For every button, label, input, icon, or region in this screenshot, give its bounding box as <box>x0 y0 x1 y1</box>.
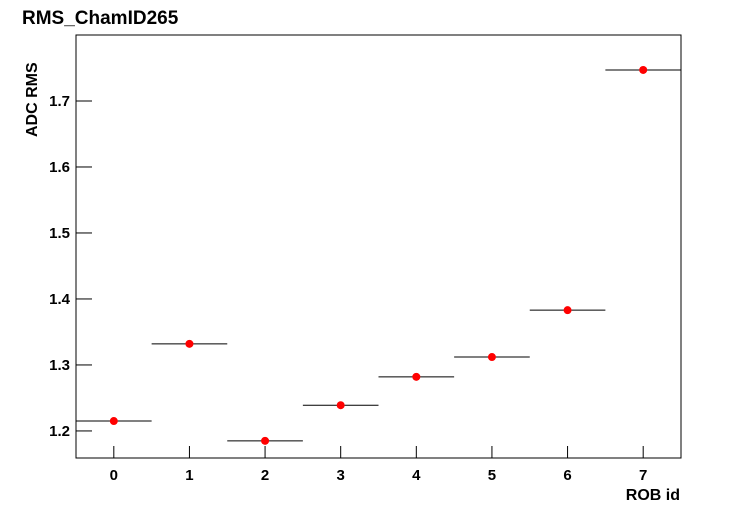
y-tick-label: 1.6 <box>49 159 70 176</box>
x-tick-label: 1 <box>185 467 193 484</box>
y-axis-label: ADC RMS <box>24 62 41 137</box>
data-point <box>412 372 421 381</box>
x-tick-label: 7 <box>639 467 647 484</box>
x-tick-label: 2 <box>261 467 269 484</box>
data-point <box>185 339 194 348</box>
data-point <box>487 353 496 362</box>
plot-frame <box>75 34 682 459</box>
data-point <box>336 401 345 410</box>
data-point <box>109 417 118 426</box>
y-tick-label: 1.4 <box>49 291 71 308</box>
x-axis-label: ROB id <box>626 487 680 504</box>
y-tick-label: 1.7 <box>49 93 70 110</box>
x-tick-label: 3 <box>337 467 345 484</box>
data-point <box>639 65 648 74</box>
x-tick-label: 5 <box>488 467 496 484</box>
y-tick-label: 1.3 <box>49 357 70 374</box>
x-tick-label: 0 <box>110 467 118 484</box>
data-point <box>563 306 572 315</box>
y-tick-label: 1.2 <box>49 423 70 440</box>
y-tick-label: 1.5 <box>49 225 70 242</box>
data-point <box>261 436 270 445</box>
x-tick-label: 4 <box>412 467 421 484</box>
chart-title: RMS_ChamID265 <box>22 8 179 29</box>
x-tick-label: 6 <box>563 467 571 484</box>
